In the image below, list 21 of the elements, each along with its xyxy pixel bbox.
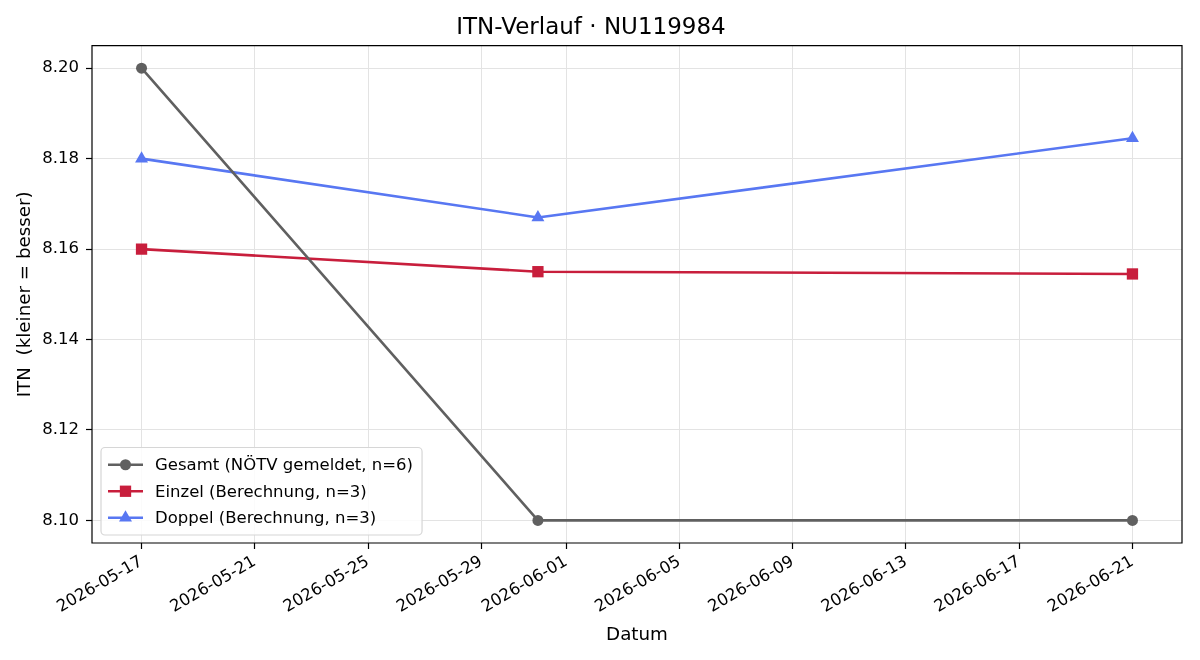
chart-title: ITN-Verlauf · NU119984 — [456, 12, 726, 39]
y-tick-label: 8.16 — [42, 238, 79, 258]
point — [1126, 268, 1139, 280]
y-tick-label: 8.14 — [42, 328, 79, 348]
x-axis-title: Datum — [606, 622, 668, 644]
point — [1126, 514, 1138, 526]
legend-label: Doppel (Berechnung, n=3) — [155, 508, 377, 528]
y-tick-label: 8.18 — [42, 147, 79, 167]
y-tick-label: 8.20 — [42, 57, 79, 77]
y-tick-label: 8.12 — [42, 419, 79, 439]
legend-label: Gesamt (NÖTV gemeldet, n=6) — [155, 455, 414, 475]
y-axis-title: ITN (kleiner = besser) — [12, 191, 34, 398]
point — [136, 62, 148, 74]
y-tick-label: 8.10 — [42, 509, 79, 529]
point — [531, 209, 545, 222]
point — [1125, 130, 1139, 143]
point — [532, 266, 544, 278]
point — [135, 243, 148, 255]
point — [532, 514, 544, 526]
legend-label: Einzel (Berechnung, n=3) — [155, 481, 367, 501]
point — [135, 151, 149, 163]
